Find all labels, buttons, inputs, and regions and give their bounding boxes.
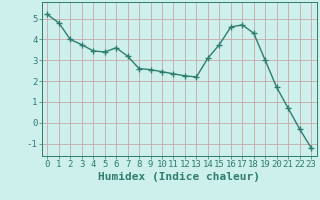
X-axis label: Humidex (Indice chaleur): Humidex (Indice chaleur) xyxy=(98,172,260,182)
